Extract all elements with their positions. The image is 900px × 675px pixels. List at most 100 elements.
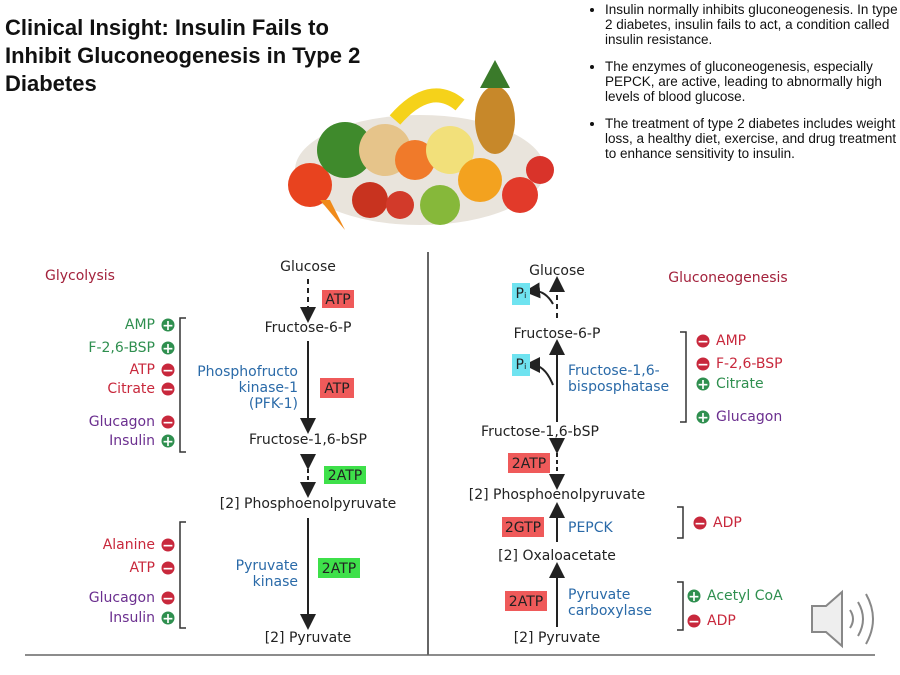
sign-icon [161,538,175,552]
sign: + [162,434,174,450]
enzyme: Pyruvate [568,587,630,603]
sign-icon [687,589,701,603]
sign: − [697,357,709,373]
metabolite: Glucose [280,259,336,275]
sign-icon [687,614,701,628]
metabolite: [2] Phosphoenolpyruvate [469,487,646,503]
enzyme: carboxylase [568,603,652,619]
sign-icon [161,591,175,605]
sign: − [688,614,700,630]
regulator: ADP [707,613,736,629]
sign: − [162,561,174,577]
brackets [179,317,687,631]
energy-box [322,290,354,308]
regulator: Glucagon [716,409,782,425]
regulator: Glucagon [89,590,155,606]
energy-label: 2GTP [505,520,541,536]
energy-label: 2ATP [328,468,362,484]
enzyme: Fructose-1,6- [568,363,660,379]
regulator: Acetyl CoA [707,588,783,604]
enzyme: kinase [253,574,298,590]
sign-icon [696,410,710,424]
metabolite: Glucose [529,263,585,279]
sign-icon [161,611,175,625]
bullet: The treatment of type 2 diabetes include… [605,116,900,161]
sign: − [162,382,174,398]
regulator: F-2,6-BSP [716,356,783,372]
bullet-list: Insulin normally inhibits gluconeogenesi… [585,2,900,173]
energy-box [505,591,547,611]
regulator: F-2,6-BSP [88,340,155,356]
sign: − [162,415,174,431]
metabolite: [2] Phosphoenolpyruvate [220,496,397,512]
speaker-icon[interactable] [811,589,874,649]
sign: + [162,341,174,357]
sign-icon [161,382,175,396]
bullet: Insulin normally inhibits gluconeogenesi… [605,2,900,47]
sign: − [697,334,709,350]
sign: + [162,611,174,627]
metabolite: Fructose-1,6-bSP [481,424,599,440]
phosphate: Pᵢ [516,357,527,373]
energy-label: 2ATP [512,456,546,472]
regulator: Glucagon [89,414,155,430]
phosphate: Pᵢ [516,286,527,302]
bullet: The enzymes of gluconeogenesis, especial… [605,59,900,104]
enzyme: kinase-1 [239,380,298,396]
regulator: Citrate [107,381,155,397]
energy-label: ATP [325,292,350,308]
sign: + [697,410,709,426]
enzyme: Pyruvate [236,558,298,574]
sign-icon [693,516,707,530]
sign-icon [161,434,175,448]
sign: − [162,363,174,379]
sign: − [694,516,706,532]
regulator: Citrate [716,376,764,392]
metabolite: [2] Pyruvate [265,630,352,646]
sign-icon [696,357,710,371]
slide-title: Clinical Insight: Insulin Fails to Inhib… [5,15,361,96]
fruit-image [288,60,554,230]
regulator: ADP [713,515,742,531]
regulator: Insulin [109,610,155,626]
metabolite: Fructose-1,6-bSP [249,432,367,448]
enzyme: Phosphofructo [197,364,298,380]
energy-box [324,466,366,484]
sign: + [688,589,700,605]
sign-icon [161,318,175,332]
enzyme: bisposphatase [568,379,669,395]
energy-label: ATP [324,381,349,397]
energy-label: 2ATP [322,561,356,577]
phosphate-box [512,283,530,305]
enzyme: PEPCK [568,520,614,536]
energy-label: 2ATP [509,594,543,610]
regulator: AMP [716,333,746,349]
energy-box [320,378,354,398]
sign: − [162,538,174,554]
energy-box [318,558,360,578]
sign: + [162,318,174,334]
metabolite: [2] Pyruvate [514,630,601,646]
regulator: Alanine [103,537,155,553]
regulator: ATP [130,560,155,576]
metabolite: Fructose-6-P [514,326,601,342]
panel-title: Gluconeogenesis [668,270,787,286]
sign: − [162,591,174,607]
sign: + [697,377,709,393]
enzyme: (PFK-1) [249,396,298,412]
regulator: AMP [125,317,155,333]
sign-icon [161,415,175,429]
energy-box [508,453,550,473]
metabolite: [2] Oxaloacetate [498,548,616,564]
regulator: ATP [130,362,155,378]
phosphate-box [512,354,530,376]
energy-box [502,517,544,537]
regulator: Insulin [109,433,155,449]
sign-icon [161,341,175,355]
arrows [300,276,565,630]
metabolite: Fructose-6-P [265,320,352,336]
sign-icon [161,363,175,377]
panel-title: Glycolysis [45,268,115,284]
